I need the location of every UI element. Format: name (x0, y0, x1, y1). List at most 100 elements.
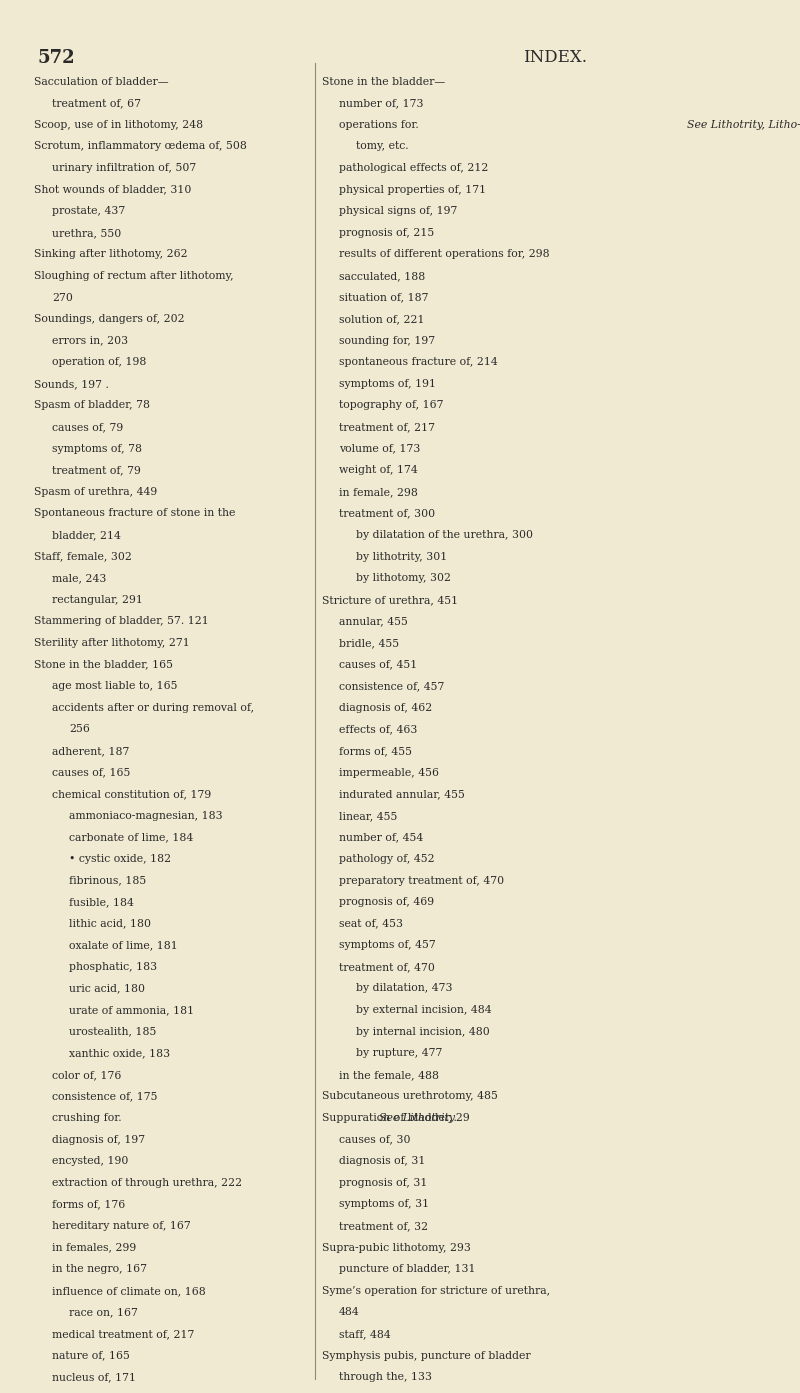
Text: forms of, 455: forms of, 455 (339, 745, 412, 756)
Text: preparatory treatment of, 470: preparatory treatment of, 470 (339, 875, 504, 886)
Text: 484: 484 (339, 1307, 360, 1318)
Text: carbonate of lime, 184: carbonate of lime, 184 (70, 832, 194, 843)
Text: Stone in the bladder—: Stone in the bladder— (322, 77, 445, 86)
Text: Sinking after lithotomy, 262: Sinking after lithotomy, 262 (34, 249, 188, 259)
Text: prognosis of, 31: prognosis of, 31 (339, 1177, 427, 1188)
Text: treatment of, 470: treatment of, 470 (339, 961, 435, 972)
Text: Stricture of urethra, 451: Stricture of urethra, 451 (322, 595, 458, 605)
Text: influence of climate on, 168: influence of climate on, 168 (52, 1286, 206, 1295)
Text: by internal incision, 480: by internal incision, 480 (357, 1027, 490, 1036)
Text: linear, 455: linear, 455 (339, 811, 398, 820)
Text: urostealith, 185: urostealith, 185 (70, 1027, 157, 1036)
Text: consistence of, 175: consistence of, 175 (52, 1091, 158, 1102)
Text: chemical constitution of, 179: chemical constitution of, 179 (52, 788, 211, 800)
Text: operations for.: operations for. (339, 120, 426, 130)
Text: Stammering of bladder, 57. 121: Stammering of bladder, 57. 121 (34, 616, 209, 627)
Text: seat of, 453: seat of, 453 (339, 918, 403, 929)
Text: number of, 454: number of, 454 (339, 832, 423, 843)
Text: causes of, 451: causes of, 451 (339, 659, 418, 670)
Text: Scrotum, inflammatory œdema of, 508: Scrotum, inflammatory œdema of, 508 (34, 141, 247, 152)
Text: • cystic oxide, 182: • cystic oxide, 182 (70, 854, 171, 864)
Text: treatment of, 79: treatment of, 79 (52, 465, 141, 475)
Text: fibrinous, 185: fibrinous, 185 (70, 875, 146, 886)
Text: fusible, 184: fusible, 184 (70, 897, 134, 907)
Text: sounding for, 197: sounding for, 197 (339, 336, 435, 345)
Text: in the female, 488: in the female, 488 (339, 1070, 439, 1080)
Text: physical properties of, 171: physical properties of, 171 (339, 184, 486, 195)
Text: by dilatation, 473: by dilatation, 473 (357, 983, 453, 993)
Text: spontaneous fracture of, 214: spontaneous fracture of, 214 (339, 357, 498, 368)
Text: operation of, 198: operation of, 198 (52, 357, 146, 368)
Text: treatment of, 32: treatment of, 32 (339, 1220, 428, 1231)
Text: extraction of through urethra, 222: extraction of through urethra, 222 (52, 1177, 242, 1188)
Text: volume of, 173: volume of, 173 (339, 443, 420, 454)
Text: Spontaneous fracture of stone in the: Spontaneous fracture of stone in the (34, 508, 236, 518)
Text: Scoop, use of in lithotomy, 248: Scoop, use of in lithotomy, 248 (34, 120, 203, 130)
Text: indurated annular, 455: indurated annular, 455 (339, 788, 465, 800)
Text: tomy, etc.: tomy, etc. (357, 141, 409, 152)
Text: medical treatment of, 217: medical treatment of, 217 (52, 1329, 194, 1339)
Text: encysted, 190: encysted, 190 (52, 1156, 128, 1166)
Text: by rupture, 477: by rupture, 477 (357, 1048, 443, 1059)
Text: xanthic oxide, 183: xanthic oxide, 183 (70, 1048, 170, 1059)
Text: bladder, 214: bladder, 214 (52, 529, 121, 540)
Text: by lithotrity, 301: by lithotrity, 301 (357, 552, 448, 561)
Text: crushing for.: crushing for. (52, 1113, 132, 1123)
Text: situation of, 187: situation of, 187 (339, 293, 429, 302)
Text: See Lithotrity.: See Lithotrity. (379, 1113, 457, 1123)
Text: through the, 133: through the, 133 (339, 1372, 432, 1382)
Text: 572: 572 (38, 49, 75, 67)
Text: effects of, 463: effects of, 463 (339, 724, 418, 734)
Text: symptoms of, 31: symptoms of, 31 (339, 1199, 429, 1209)
Text: forms of, 176: forms of, 176 (52, 1199, 125, 1209)
Text: symptoms of, 457: symptoms of, 457 (339, 940, 436, 950)
Text: physical signs of, 197: physical signs of, 197 (339, 206, 458, 216)
Text: urate of ammonia, 181: urate of ammonia, 181 (70, 1004, 194, 1015)
Text: Staff, female, 302: Staff, female, 302 (34, 552, 132, 561)
Text: nature of, 165: nature of, 165 (52, 1350, 130, 1361)
Text: diagnosis of, 197: diagnosis of, 197 (52, 1134, 145, 1145)
Text: lithic acid, 180: lithic acid, 180 (70, 918, 151, 929)
Text: Syme’s operation for stricture of urethra,: Syme’s operation for stricture of urethr… (322, 1286, 550, 1295)
Text: topography of, 167: topography of, 167 (339, 400, 443, 411)
Text: Subcutaneous urethrotomy, 485: Subcutaneous urethrotomy, 485 (322, 1091, 498, 1102)
Text: causes of, 79: causes of, 79 (52, 422, 123, 432)
Text: race on, 167: race on, 167 (70, 1307, 138, 1318)
Text: adherent, 187: adherent, 187 (52, 745, 129, 756)
Text: puncture of bladder, 131: puncture of bladder, 131 (339, 1263, 475, 1275)
Text: Sloughing of rectum after lithotomy,: Sloughing of rectum after lithotomy, (34, 270, 234, 281)
Text: Suppuration of bladder, 29: Suppuration of bladder, 29 (322, 1113, 470, 1123)
Text: INDEX.: INDEX. (523, 49, 587, 65)
Text: accidents after or during removal of,: accidents after or during removal of, (52, 702, 254, 713)
Text: staff, 484: staff, 484 (339, 1329, 390, 1339)
Text: symptoms of, 78: symptoms of, 78 (52, 443, 142, 454)
Text: Shot wounds of bladder, 310: Shot wounds of bladder, 310 (34, 184, 192, 195)
Text: prognosis of, 215: prognosis of, 215 (339, 227, 434, 238)
Text: age most liable to, 165: age most liable to, 165 (52, 681, 178, 691)
Text: causes of, 165: causes of, 165 (52, 768, 130, 777)
Text: causes of, 30: causes of, 30 (339, 1134, 410, 1145)
Text: Sacculation of bladder—: Sacculation of bladder— (34, 77, 169, 86)
Text: 270: 270 (52, 293, 73, 302)
Text: treatment of, 217: treatment of, 217 (339, 422, 435, 432)
Text: Stone in the bladder, 165: Stone in the bladder, 165 (34, 659, 174, 670)
Text: uric acid, 180: uric acid, 180 (70, 983, 146, 993)
Text: prostate, 437: prostate, 437 (52, 206, 125, 216)
Text: rectangular, 291: rectangular, 291 (52, 595, 142, 605)
Text: impermeable, 456: impermeable, 456 (339, 768, 439, 777)
Text: annular, 455: annular, 455 (339, 616, 408, 627)
Text: in the negro, 167: in the negro, 167 (52, 1263, 147, 1275)
Text: by lithotomy, 302: by lithotomy, 302 (357, 573, 451, 584)
Text: urethra, 550: urethra, 550 (52, 227, 121, 238)
Text: errors in, 203: errors in, 203 (52, 336, 128, 345)
Text: See Lithotrity, Litho-: See Lithotrity, Litho- (686, 120, 800, 130)
Text: color of, 176: color of, 176 (52, 1070, 121, 1080)
Text: number of, 173: number of, 173 (339, 98, 423, 109)
Text: treatment of, 67: treatment of, 67 (52, 98, 141, 109)
Text: 256: 256 (70, 724, 90, 734)
Text: treatment of, 300: treatment of, 300 (339, 508, 435, 518)
Text: bridle, 455: bridle, 455 (339, 638, 399, 648)
Text: consistence of, 457: consistence of, 457 (339, 681, 444, 691)
Text: Sterility after lithotomy, 271: Sterility after lithotomy, 271 (34, 638, 190, 648)
Text: pathological effects of, 212: pathological effects of, 212 (339, 163, 488, 173)
